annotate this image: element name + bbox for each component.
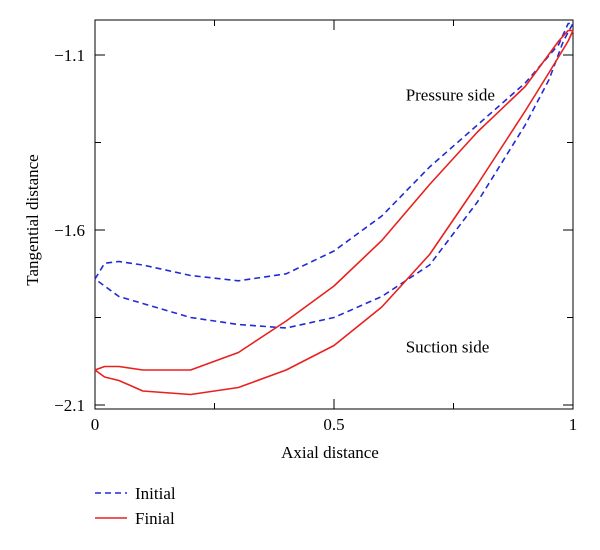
x-tick-label: 0 bbox=[91, 415, 100, 434]
plot-frame bbox=[94, 19, 574, 410]
annotation-pressure-side: Pressure side bbox=[406, 86, 495, 105]
annotation-layer: Pressure side Suction side bbox=[406, 86, 495, 357]
x-axis: 0 0.5 1 bbox=[91, 20, 578, 434]
y-tick-label: −1.6 bbox=[54, 221, 85, 240]
y-tick-label: −2.1 bbox=[54, 396, 85, 415]
x-tick-label: 0.5 bbox=[323, 415, 344, 434]
x-tick-label: 1 bbox=[569, 415, 578, 434]
legend-label-finial: Finial bbox=[135, 509, 175, 528]
y-tick-label: −1.1 bbox=[54, 46, 85, 65]
y-axis-label: Tangential distance bbox=[23, 154, 42, 285]
series-line-initial bbox=[94, 22, 574, 329]
y-axis: −1.1 −1.6 −2.1 bbox=[54, 46, 573, 415]
x-axis-label: Axial distance bbox=[281, 443, 379, 462]
annotation-suction-side: Suction side bbox=[406, 338, 490, 357]
legend: Initial Finial bbox=[95, 484, 176, 528]
legend-label-initial: Initial bbox=[135, 484, 176, 503]
series-layer bbox=[94, 22, 574, 396]
series-line-finial bbox=[94, 29, 574, 396]
